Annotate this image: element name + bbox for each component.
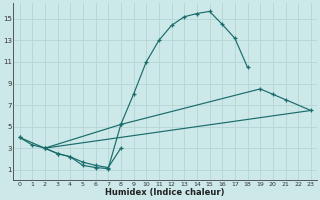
- X-axis label: Humidex (Indice chaleur): Humidex (Indice chaleur): [106, 188, 225, 197]
